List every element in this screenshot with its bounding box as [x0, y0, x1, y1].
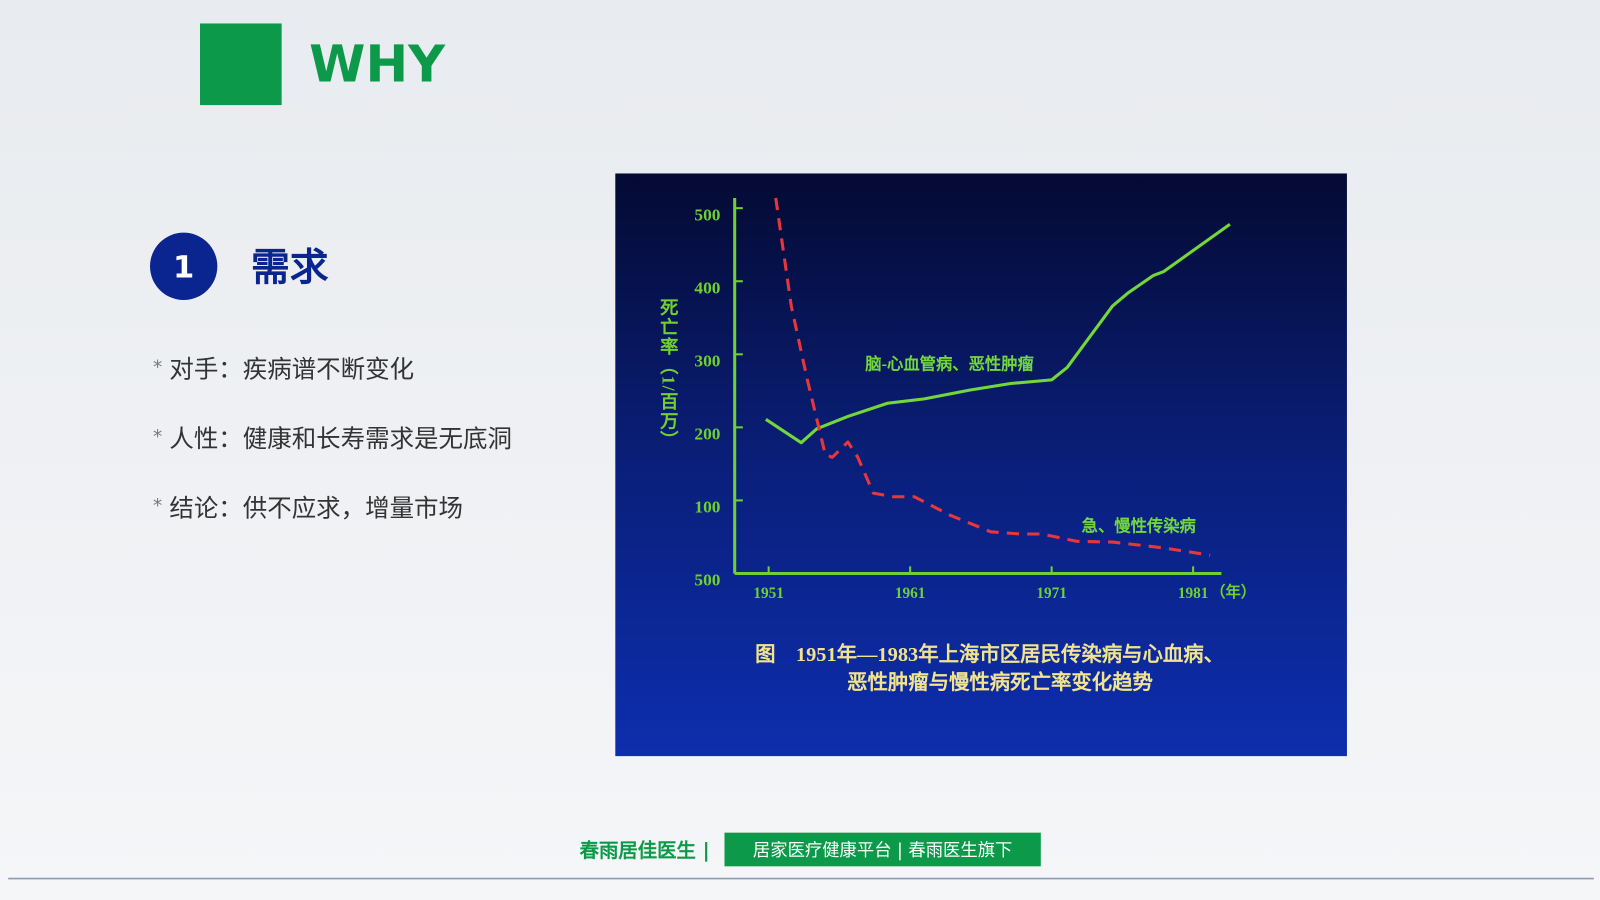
chart-panel: [615, 173, 1347, 757]
title: WHY: [309, 36, 446, 95]
footer-tagline: 居家医疗健康平台 | 春雨医生旗下: [753, 841, 1012, 861]
footer-box: [724, 832, 1041, 867]
title-square: [200, 23, 282, 106]
y-axis-label: 死亡率（1/百万）: [658, 298, 679, 450]
series-label: 急、慢性传染病: [1082, 517, 1196, 536]
footer-brand: 春雨居佳医生 |: [580, 839, 710, 862]
section-title: 需求: [251, 246, 329, 291]
y-tick-label: 500: [694, 205, 720, 224]
y-tick-label: 200: [694, 425, 720, 444]
chart: 500 100 200 300 400 500 1951 1961 1971 1981 （年） 死亡率…: [658, 197, 1256, 694]
x-tick-label: 1971: [1036, 585, 1067, 602]
y-tick-label: 500: [694, 571, 720, 590]
bullet-marker: *: [153, 357, 162, 378]
y-tick-label: 300: [694, 352, 720, 371]
chart-caption: 图 1951年—1983年上海市区居民传染病与心血病、: [755, 642, 1224, 666]
section-badge: [150, 232, 218, 300]
x-tick-label: 1981: [1178, 585, 1209, 602]
x-tick-label: 1951: [753, 585, 784, 602]
bullet-text: 对手：疾病谱不断变化: [169, 355, 414, 384]
series-line: [774, 197, 1211, 557]
y-tick-label: 400: [694, 278, 720, 297]
bullet-list: * 对手：疾病谱不断变化 * 人性：健康和长寿需求是无底洞 * 结论：供不应求，增量市场: [153, 355, 512, 523]
chart-caption: 恶性肿瘤与慢性病死亡率变化趋势: [847, 670, 1153, 694]
bullet-marker: *: [153, 496, 162, 517]
section-number: 1: [173, 251, 194, 286]
series-line: [764, 223, 1231, 445]
series-label: 脑-心血管病、恶性肿瘤: [865, 354, 1034, 373]
bullet-marker: *: [153, 427, 162, 448]
bullet-text: 结论：供不应求，增量市场: [169, 493, 463, 522]
x-unit: （年）: [1210, 583, 1256, 601]
x-tick-label: 1961: [895, 585, 926, 602]
bullet-text: 人性：健康和长寿需求是无底洞: [169, 424, 512, 453]
y-tick-label: 100: [694, 498, 720, 517]
